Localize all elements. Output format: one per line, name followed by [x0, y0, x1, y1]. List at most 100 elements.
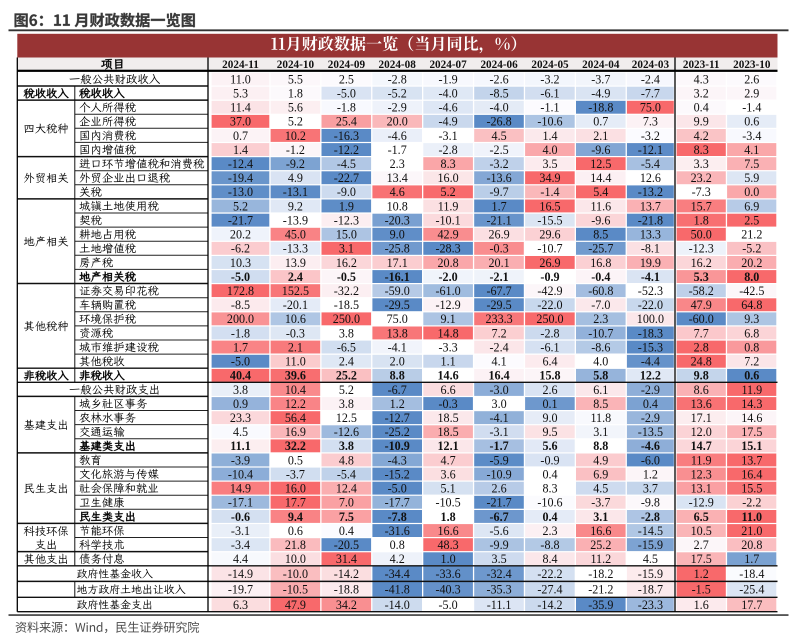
- svg-text:4.6: 4.6: [390, 185, 405, 199]
- svg-text:5.2: 5.2: [441, 185, 456, 199]
- svg-text:2023-11: 2023-11: [683, 59, 720, 71]
- svg-text:1.7: 1.7: [744, 552, 759, 566]
- svg-text:-40.3: -40.3: [435, 583, 460, 597]
- svg-text:-12.9: -12.9: [689, 496, 714, 510]
- svg-text:-4.0: -4.0: [490, 101, 509, 115]
- svg-text:9.4: 9.4: [288, 510, 303, 524]
- svg-text:0.8: 0.8: [744, 340, 759, 354]
- svg-text:-21.1: -21.1: [486, 214, 511, 228]
- svg-text:-7.7: -7.7: [641, 87, 660, 101]
- svg-text:-3.2: -3.2: [540, 72, 559, 86]
- svg-text:1.7: 1.7: [233, 340, 248, 354]
- svg-text:11.1: 11.1: [230, 439, 251, 453]
- svg-text:12.6: 12.6: [640, 171, 661, 185]
- svg-text:4.1: 4.1: [744, 143, 759, 157]
- svg-text:4.2: 4.2: [694, 129, 709, 143]
- svg-text:-32.4: -32.4: [486, 567, 511, 581]
- svg-text:-16.3: -16.3: [334, 129, 359, 143]
- svg-text:20.0: 20.0: [387, 115, 408, 129]
- svg-text:-0.4: -0.4: [591, 270, 610, 284]
- svg-text:0.4: 0.4: [339, 524, 354, 538]
- svg-text:18.5: 18.5: [438, 411, 459, 425]
- svg-text:2024-11: 2024-11: [222, 59, 259, 71]
- svg-text:-7.3: -7.3: [692, 185, 711, 199]
- svg-text:10.5: 10.5: [691, 524, 712, 538]
- svg-text:-11.1: -11.1: [487, 598, 512, 612]
- svg-text:-58.2: -58.2: [689, 284, 714, 298]
- svg-text:20.2: 20.2: [230, 228, 251, 242]
- svg-text:9.8: 9.8: [694, 369, 709, 383]
- svg-text:-18.2: -18.2: [588, 567, 613, 581]
- svg-text:13.7: 13.7: [640, 199, 661, 213]
- svg-text:-5.9: -5.9: [490, 453, 509, 467]
- svg-text:-4.3: -4.3: [388, 453, 407, 467]
- svg-text:13.7: 13.7: [741, 453, 762, 467]
- svg-text:17.7: 17.7: [285, 496, 306, 510]
- svg-text:-2.5: -2.5: [490, 143, 509, 157]
- svg-text:14.9: 14.9: [230, 482, 251, 496]
- svg-text:-12.1: -12.1: [638, 143, 663, 157]
- svg-text:-2.2: -2.2: [742, 496, 761, 510]
- svg-text:-5.2: -5.2: [388, 87, 407, 101]
- svg-text:-15.9: -15.9: [638, 567, 663, 581]
- svg-text:-6.1: -6.1: [540, 340, 559, 354]
- svg-text:-18.8: -18.8: [334, 583, 359, 597]
- svg-text:16.4: 16.4: [741, 467, 762, 481]
- svg-text:0.1: 0.1: [542, 397, 557, 411]
- svg-text:-4.5: -4.5: [337, 157, 356, 171]
- svg-text:16.2: 16.2: [336, 256, 357, 270]
- svg-text:-33.6: -33.6: [435, 567, 460, 581]
- svg-text:10.0: 10.0: [285, 552, 306, 566]
- svg-text:-27.4: -27.4: [537, 583, 562, 597]
- svg-text:6.4: 6.4: [542, 355, 557, 369]
- svg-text:8.3: 8.3: [542, 482, 557, 496]
- svg-text:0.6: 0.6: [744, 115, 759, 129]
- svg-text:12.1: 12.1: [438, 439, 459, 453]
- svg-text:3.8: 3.8: [339, 397, 354, 411]
- svg-text:9.5: 9.5: [542, 425, 557, 439]
- svg-text:3.7: 3.7: [643, 482, 658, 496]
- svg-text:12.5: 12.5: [590, 157, 611, 171]
- svg-text:0.4: 0.4: [542, 467, 557, 481]
- svg-text:14.4: 14.4: [590, 171, 611, 185]
- svg-text:7.5: 7.5: [339, 510, 354, 524]
- svg-text:-20.5: -20.5: [334, 538, 359, 552]
- svg-text:-3.4: -3.4: [231, 538, 250, 552]
- svg-text:-15.5: -15.5: [537, 214, 562, 228]
- svg-text:-6.0: -6.0: [641, 453, 660, 467]
- svg-text:-28.3: -28.3: [435, 242, 460, 256]
- svg-text:2024-03: 2024-03: [632, 59, 670, 71]
- svg-text:-10.0: -10.0: [283, 567, 308, 581]
- svg-text:45.0: 45.0: [285, 228, 306, 242]
- svg-text:1.4: 1.4: [233, 143, 248, 157]
- svg-text:-1.8: -1.8: [231, 326, 250, 340]
- svg-text:34.2: 34.2: [336, 598, 357, 612]
- svg-text:-12.6: -12.6: [334, 425, 359, 439]
- svg-text:-35.3: -35.3: [486, 583, 511, 597]
- svg-text:-32.2: -32.2: [334, 284, 359, 298]
- svg-text:-9.6: -9.6: [591, 214, 610, 228]
- svg-text:-4.1: -4.1: [641, 270, 660, 284]
- svg-text:-9.6: -9.6: [591, 143, 610, 157]
- svg-text:14.8: 14.8: [438, 326, 459, 340]
- svg-text:-15.9: -15.9: [638, 538, 663, 552]
- svg-text:200.0: 200.0: [227, 312, 254, 326]
- svg-text:-14.0: -14.0: [385, 598, 410, 612]
- svg-text:0.4: 0.4: [542, 510, 557, 524]
- svg-text:25.2: 25.2: [590, 538, 611, 552]
- svg-text:10.6: 10.6: [285, 312, 306, 326]
- svg-text:11.4: 11.4: [230, 101, 251, 115]
- svg-text:31.4: 31.4: [336, 552, 357, 566]
- svg-text:0.7: 0.7: [593, 115, 608, 129]
- svg-text:-12.2: -12.2: [334, 143, 359, 157]
- svg-text:2024-07: 2024-07: [429, 59, 467, 71]
- svg-text:-13.0: -13.0: [228, 185, 253, 199]
- svg-text:-14.5: -14.5: [638, 524, 663, 538]
- svg-text:-9.8: -9.8: [641, 496, 660, 510]
- svg-text:-5.4: -5.4: [337, 467, 356, 481]
- svg-text:-18.5: -18.5: [334, 298, 359, 312]
- svg-text:1.7: 1.7: [492, 199, 507, 213]
- svg-text:20.8: 20.8: [741, 538, 762, 552]
- svg-text:-10.7: -10.7: [537, 242, 562, 256]
- svg-text:-6.2: -6.2: [231, 242, 250, 256]
